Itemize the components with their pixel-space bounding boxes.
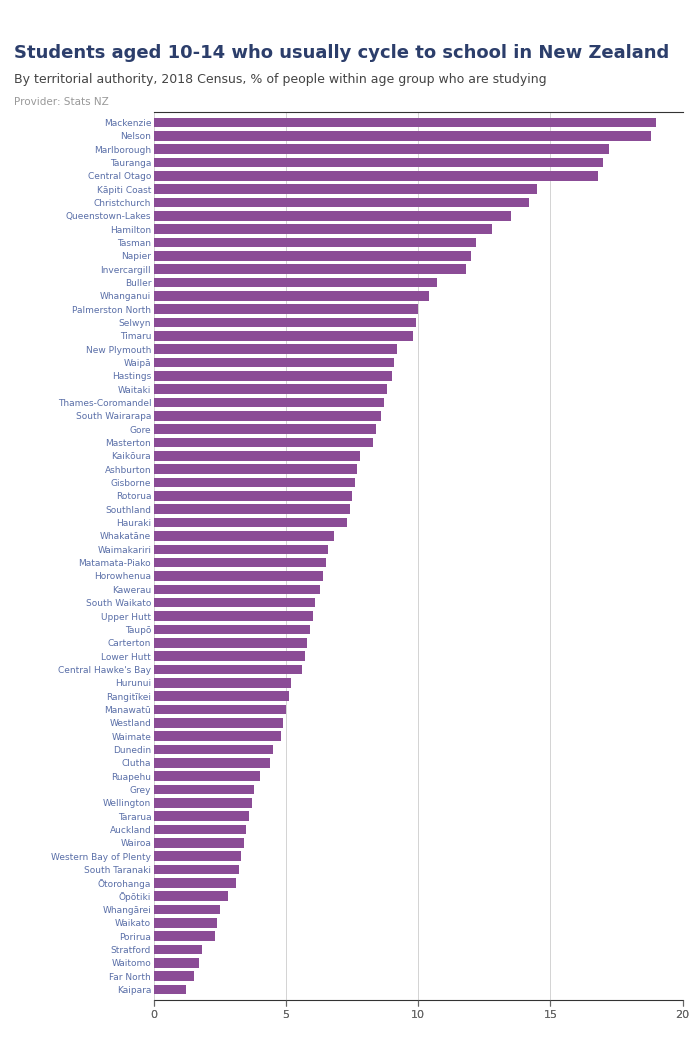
- Bar: [154, 838, 244, 847]
- Bar: [154, 491, 352, 501]
- Bar: [154, 184, 537, 194]
- Text: Students aged 10-14 who usually cycle to school in New Zealand: Students aged 10-14 who usually cycle to…: [14, 44, 669, 62]
- Bar: [154, 558, 326, 567]
- Bar: [154, 971, 194, 981]
- Bar: [154, 531, 334, 541]
- Bar: [154, 344, 397, 354]
- Bar: [154, 304, 419, 314]
- Bar: [154, 118, 656, 127]
- Bar: [154, 358, 395, 367]
- Text: figure.nz: figure.nz: [576, 13, 653, 27]
- Bar: [154, 772, 260, 781]
- Bar: [154, 384, 386, 394]
- Bar: [154, 905, 220, 915]
- Bar: [154, 237, 477, 247]
- Bar: [154, 784, 254, 794]
- Bar: [154, 891, 228, 901]
- Bar: [154, 398, 384, 407]
- Bar: [154, 331, 413, 340]
- Bar: [154, 158, 603, 167]
- Bar: [154, 625, 310, 634]
- Bar: [154, 691, 289, 700]
- Text: By territorial authority, 2018 Census, % of people within age group who are stud: By territorial authority, 2018 Census, %…: [14, 74, 547, 86]
- Bar: [154, 611, 312, 621]
- Bar: [154, 265, 466, 274]
- Bar: [154, 452, 360, 461]
- Bar: [154, 478, 355, 487]
- Bar: [154, 424, 376, 434]
- Bar: [154, 718, 284, 728]
- Bar: [154, 651, 304, 660]
- Bar: [154, 878, 236, 887]
- Bar: [154, 744, 273, 754]
- Bar: [154, 731, 281, 741]
- Bar: [154, 705, 286, 714]
- Bar: [154, 318, 416, 328]
- Bar: [154, 291, 429, 300]
- Bar: [154, 371, 392, 381]
- Bar: [154, 865, 239, 875]
- Bar: [154, 545, 328, 554]
- Bar: [154, 504, 349, 514]
- Bar: [154, 597, 315, 608]
- Bar: [154, 585, 321, 594]
- Bar: [154, 251, 471, 260]
- Bar: [154, 852, 242, 861]
- Bar: [154, 812, 249, 821]
- Bar: [154, 758, 270, 768]
- Bar: [154, 571, 323, 581]
- Bar: [154, 464, 358, 474]
- Bar: [154, 798, 252, 807]
- Text: Provider: Stats NZ: Provider: Stats NZ: [14, 97, 108, 107]
- Bar: [154, 518, 347, 527]
- Bar: [154, 931, 215, 941]
- Bar: [154, 678, 291, 688]
- Bar: [154, 225, 492, 234]
- Bar: [154, 131, 651, 141]
- Bar: [154, 438, 373, 447]
- Bar: [154, 945, 202, 954]
- Bar: [154, 197, 529, 207]
- Bar: [154, 144, 608, 154]
- Bar: [154, 665, 302, 674]
- Bar: [154, 638, 307, 648]
- Bar: [154, 958, 199, 968]
- Bar: [154, 211, 511, 220]
- Bar: [154, 985, 186, 994]
- Bar: [154, 918, 218, 928]
- Bar: [154, 412, 382, 421]
- Bar: [154, 277, 437, 288]
- Bar: [154, 824, 246, 835]
- Bar: [154, 171, 598, 181]
